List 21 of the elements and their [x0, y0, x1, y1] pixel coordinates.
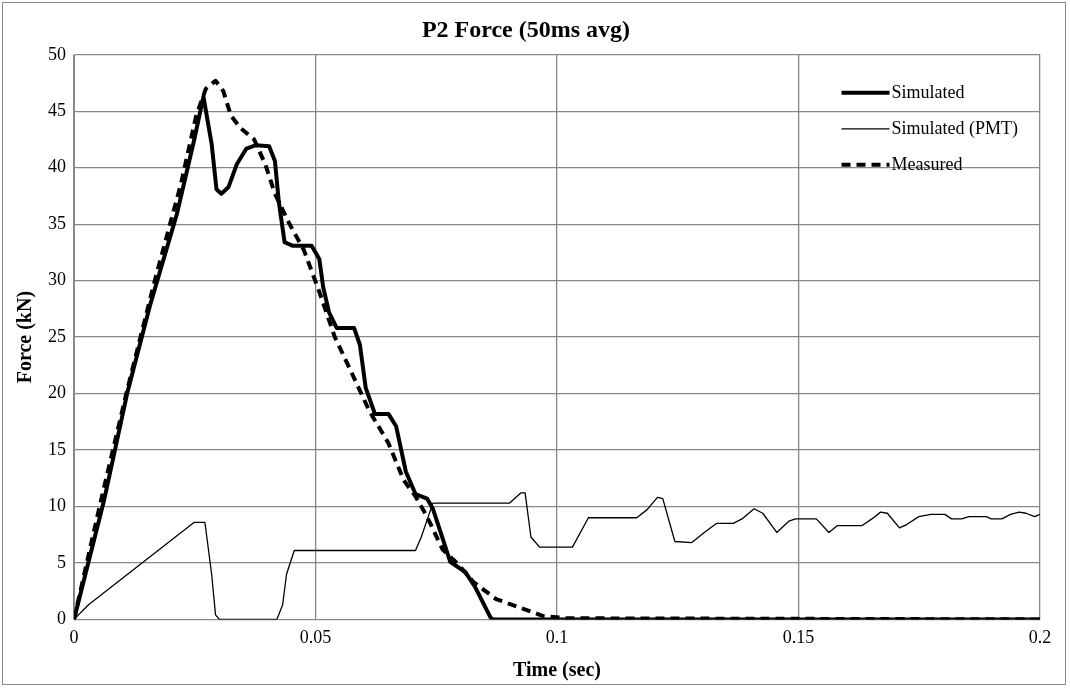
legend-label: Measured — [891, 153, 963, 174]
x-axis-title: Time (sec) — [513, 658, 601, 682]
x-tick-label: 0.1 — [545, 626, 569, 647]
y-tick-label: 10 — [48, 495, 66, 516]
chart-title: P2 Force (50ms avg) — [421, 15, 631, 42]
y-tick-label: 50 — [48, 43, 66, 64]
y-tick-label: 15 — [48, 438, 66, 459]
y-tick-label: 0 — [57, 608, 66, 629]
y-tick-label: 25 — [48, 325, 66, 346]
y-tick-label: 5 — [57, 551, 66, 572]
legend-label: Simulated (PMT) — [891, 117, 1019, 139]
y-tick-label: 35 — [48, 212, 66, 233]
y-tick-label: 40 — [48, 156, 66, 177]
x-tick-label: 0.2 — [1028, 626, 1052, 647]
y-axis-title: Force (kN) — [13, 290, 37, 384]
legend-label: Simulated — [891, 81, 965, 102]
x-tick-label: 0.05 — [299, 626, 332, 647]
y-tick-label: 30 — [48, 269, 66, 290]
y-tick-label: 20 — [48, 382, 66, 403]
x-tick-label: 0.15 — [782, 626, 815, 647]
y-tick-label: 45 — [48, 99, 66, 120]
